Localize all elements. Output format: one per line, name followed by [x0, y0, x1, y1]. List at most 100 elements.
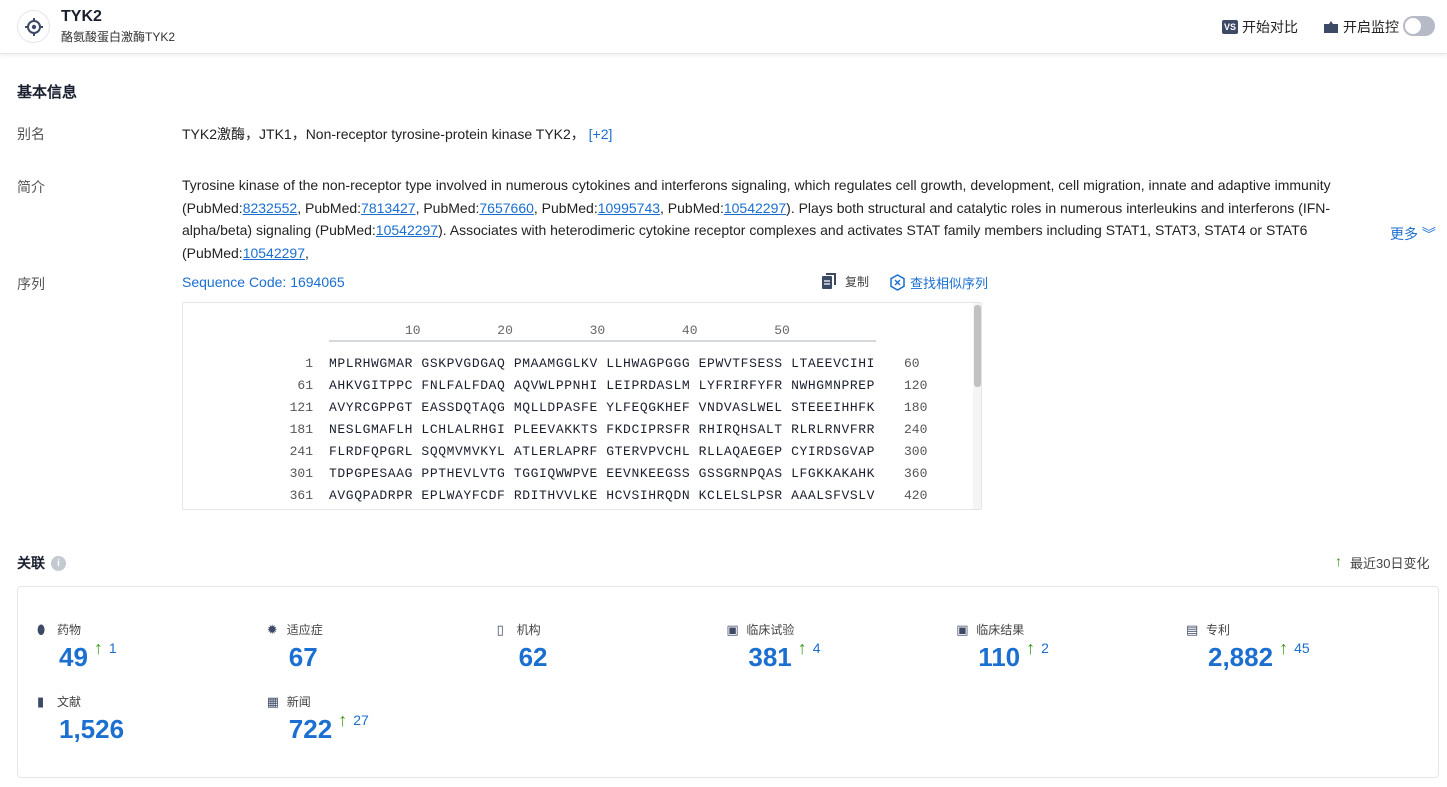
stat-value[interactable]: 2,882: [1208, 642, 1274, 672]
find-similar-button[interactable]: 查找相似序列: [889, 273, 988, 292]
sequence-row: AVGQPADRPR EPLWAYFCDF RDITHVVLKE HCVSIHR…: [329, 488, 876, 503]
stat-value[interactable]: 1,526: [59, 714, 125, 744]
intro-segment: ,: [305, 244, 309, 261]
target-icon: [17, 10, 50, 43]
stat-label: 文献: [57, 695, 82, 709]
stat-clinical-trial[interactable]: ▣ 临床试验 381 ↑ 4: [726, 621, 820, 673]
monitor-button[interactable]: 开启监控: [1323, 17, 1399, 37]
row-start-number: 361: [289, 488, 313, 503]
ruler-tick: 20: [497, 323, 513, 338]
stat-value[interactable]: 49: [59, 642, 88, 672]
hexagon-icon: [890, 274, 905, 291]
stat-label: 适应症: [286, 623, 323, 637]
patent-icon: ▤: [1186, 621, 1199, 637]
row-end-number: 180: [904, 400, 928, 415]
row-end-number: 60: [904, 356, 920, 371]
row-start-number: 181: [289, 422, 313, 437]
sequence-viewer: 10 20 30 40 50 1 MPLRHWGMAR GSKPVGDGAQ PMAAMG…: [182, 302, 982, 510]
section-title-related: 关联 i: [17, 553, 66, 573]
compare-button[interactable]: VS 开始对比: [1222, 17, 1298, 37]
sequence-row: MPLRHWGMAR GSKPVGDGAQ PMAAMGGLKV LLHWAGP…: [329, 356, 876, 371]
intro-segment: Tyrosine kinase of the non-receptor type…: [182, 177, 1331, 216]
stat-delta: 4: [812, 640, 821, 656]
intro-segment: , PubMed:: [415, 199, 480, 216]
sequence-row: AHKVGITPPC FNLFALFDAQ AQVWLPPNHI LEIPRDA…: [329, 378, 876, 393]
stat-clinical-result[interactable]: ▣ 临床结果 110 ↑ 2: [956, 621, 1049, 673]
pubmed-link[interactable]: 10542297: [242, 244, 305, 261]
stat-value[interactable]: 62: [518, 642, 548, 672]
row-end-number: 120: [904, 378, 928, 393]
alias-more-link[interactable]: [+2]: [588, 126, 613, 142]
pubmed-link[interactable]: 7813427: [361, 199, 416, 216]
pubmed-link[interactable]: 8232552: [242, 199, 298, 216]
clinical-trial-icon: ▣: [726, 621, 739, 637]
row-start-number: 301: [289, 466, 313, 481]
stat-label: 新闻: [286, 695, 311, 709]
stat-delta: 45: [1294, 640, 1310, 656]
stat-label: 药物: [57, 623, 82, 637]
pubmed-link[interactable]: 10995743: [597, 199, 661, 216]
news-icon: ▦: [266, 693, 280, 709]
stat-value[interactable]: 110: [978, 642, 1021, 672]
arrow-up-icon: ↑: [1335, 553, 1342, 569]
stat-delta: 2: [1041, 640, 1049, 656]
more-button[interactable]: 更多 ︾: [1390, 226, 1436, 242]
section-title-basic: 基本信息: [17, 84, 78, 101]
stat-patent[interactable]: ▤ 专利 2,882 ↑ 45: [1186, 621, 1310, 673]
sequence-row: FLRDFQPGRL SQQMVMVKYL ATLERLAPRF GTERVPV…: [329, 444, 876, 459]
intro-segment: , PubMed:: [533, 199, 598, 216]
vs-icon: VS: [1222, 20, 1239, 34]
stat-delta: 1: [108, 640, 117, 656]
stat-value[interactable]: 381: [748, 642, 792, 672]
change-legend: ↑ 最近30日变化: [1335, 553, 1430, 571]
stat-delta: 27: [353, 712, 369, 728]
stat-value[interactable]: 67: [288, 642, 318, 672]
ruler-line: [329, 340, 876, 342]
monitor-toggle[interactable]: [1403, 16, 1435, 36]
row-end-number: 360: [904, 466, 928, 481]
sequence-row: AVYRCGPPGT EASSDQTAQG MQLLDPASFE YLFEQGK…: [329, 400, 876, 415]
building-icon: ▯: [496, 621, 504, 637]
chevron-down-icon: ︾: [1421, 226, 1436, 242]
pubmed-link[interactable]: 10542297: [375, 222, 439, 238]
stat-building[interactable]: ▯ 机构 62: [497, 621, 548, 673]
scrollbar-thumb[interactable]: [974, 305, 981, 387]
stat-value[interactable]: 722: [288, 714, 333, 744]
stat-virus[interactable]: ✹ 适应症 67: [267, 621, 323, 673]
clinical-result-icon: ▣: [956, 621, 969, 637]
row-start-number: 241: [289, 444, 313, 459]
pubmed-link[interactable]: 7657660: [479, 199, 534, 216]
pubmed-link[interactable]: 10542297: [723, 199, 787, 216]
row-end-number: 300: [904, 444, 928, 459]
intro-segment: , PubMed:: [660, 199, 724, 216]
info-icon[interactable]: i: [51, 555, 66, 571]
ruler-tick: 40: [681, 323, 698, 338]
intro-segment: ). Associates with heterodimeric cytokin…: [182, 222, 1308, 261]
alias-value: TYK2激酶，JTK1，Non-receptor tyrosine-protei…: [182, 126, 613, 142]
pill-icon: ⬮: [37, 621, 46, 637]
scrollbar[interactable]: [973, 303, 981, 509]
compare-label: 开始对比: [1242, 19, 1299, 35]
arrow-up-icon: ↑: [1026, 638, 1036, 658]
header: TYK2 酪氨酸蛋白激酶TYK2 VS 开始对比 开启监控: [0, 0, 1447, 54]
stat-label: 临床结果: [976, 623, 1025, 637]
monitor-label: 开启监控: [1343, 19, 1399, 35]
arrow-up-icon: ↑: [93, 638, 103, 658]
ruler-tick: 30: [589, 323, 606, 338]
stat-news[interactable]: ▦ 新闻 722 ↑ 27: [267, 693, 369, 745]
intro-text: Tyrosine kinase of the non-receptor type…: [182, 174, 1382, 264]
related-card: ⬮ 药物 49 ↑ 1 ✹ 适应症 67 ▯ 机构 62 ▣ 临床试验 381 ↑ 4 ▣ 临床结果 11…: [17, 586, 1439, 778]
stat-label: 专利: [1206, 623, 1231, 637]
page-title: TYK2: [61, 8, 102, 25]
sequence-row: TDPGPESAAG PPTHEVLVTG TGGIQWWPVE EEVNKEE…: [329, 466, 876, 481]
intro-segment: ). Plays both structural and catalytic r…: [182, 199, 1331, 239]
stat-document[interactable]: ▮ 文献 1,526: [37, 693, 124, 745]
monitor-icon: [1324, 21, 1338, 33]
stat-pill[interactable]: ⬮ 药物 49 ↑ 1: [37, 621, 117, 673]
arrow-up-icon: ↑: [797, 638, 807, 658]
row-end-number: 420: [904, 488, 928, 503]
page-subtitle: 酪氨酸蛋白激酶TYK2: [61, 30, 176, 44]
sequence-code-link[interactable]: Sequence Code: 1694065: [182, 274, 345, 290]
copy-button[interactable]: 复制: [821, 273, 869, 290]
intro-label: 简介: [17, 179, 45, 195]
